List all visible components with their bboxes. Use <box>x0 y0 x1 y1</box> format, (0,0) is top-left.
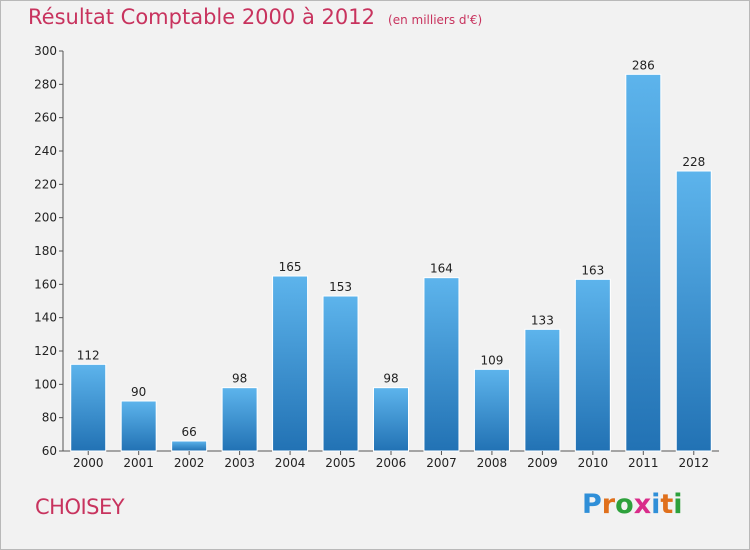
bar <box>373 387 409 452</box>
y-tick-label: 260 <box>34 111 57 125</box>
data-label: 286 <box>632 58 655 72</box>
chart-subtitle: (en milliers d'€) <box>388 13 483 27</box>
x-tick-label: 2008 <box>477 456 508 470</box>
data-label: 228 <box>682 155 705 169</box>
chart-title: Résultat Comptable 2000 à 2012 <box>28 5 375 29</box>
bar <box>574 278 611 452</box>
bar <box>171 440 208 452</box>
x-tick-label: 2001 <box>123 456 154 470</box>
data-label: 112 <box>77 348 100 362</box>
data-label: 66 <box>182 425 197 439</box>
brand-letter: r <box>601 489 616 520</box>
x-tick-label: 2009 <box>527 456 558 470</box>
y-tick-label: 220 <box>34 177 57 191</box>
commune-name: CHOISEY <box>35 495 125 519</box>
x-tick-label: 2012 <box>678 456 709 470</box>
brand-letter: i <box>673 489 683 520</box>
data-label: 164 <box>430 262 453 276</box>
data-label: 133 <box>531 313 554 327</box>
title-row: Résultat Comptable 2000 à 2012 (en milli… <box>28 5 482 29</box>
y-tick-label: 100 <box>34 377 57 391</box>
x-tick-label: 2000 <box>73 456 104 470</box>
bar <box>322 295 359 452</box>
x-tick-label: 2005 <box>325 456 356 470</box>
x-tick-label: 2010 <box>578 456 609 470</box>
x-tick-label: 2003 <box>224 456 255 470</box>
x-tick-label: 2007 <box>426 456 457 470</box>
data-label: 153 <box>329 280 352 294</box>
bar <box>625 73 662 452</box>
bar <box>120 400 157 452</box>
bar <box>423 277 460 452</box>
y-tick-label: 200 <box>34 211 57 225</box>
brand-logo: Proxiti <box>582 489 683 520</box>
brand-letter: o <box>615 489 634 520</box>
data-label: 98 <box>232 372 247 386</box>
y-tick-label: 300 <box>34 44 57 58</box>
y-tick-label: 120 <box>34 344 57 358</box>
bar <box>473 368 510 452</box>
data-label: 163 <box>581 263 604 277</box>
x-tick-label: 2011 <box>628 456 659 470</box>
bar <box>221 387 258 452</box>
x-tick-label: 2004 <box>275 456 306 470</box>
brand-letter: i <box>651 489 661 520</box>
y-tick-label: 280 <box>34 77 57 91</box>
brand-letter: x <box>633 489 652 520</box>
y-tick-label: 180 <box>34 244 57 258</box>
data-label: 98 <box>383 372 398 386</box>
bar <box>70 363 107 452</box>
bar <box>272 275 309 452</box>
data-label: 90 <box>131 385 146 399</box>
data-label: 165 <box>279 260 302 274</box>
y-tick-label: 60 <box>42 444 57 458</box>
y-tick-label: 160 <box>34 277 57 291</box>
y-tick-label: 80 <box>42 411 57 425</box>
y-tick-label: 140 <box>34 311 57 325</box>
data-label: 109 <box>480 353 503 367</box>
x-tick-label: 2002 <box>174 456 205 470</box>
y-tick-label: 240 <box>34 144 57 158</box>
bar <box>524 328 561 452</box>
brand-letter: P <box>582 489 602 520</box>
bar <box>675 170 712 452</box>
brand-letter: t <box>660 489 674 520</box>
x-tick-label: 2006 <box>376 456 407 470</box>
